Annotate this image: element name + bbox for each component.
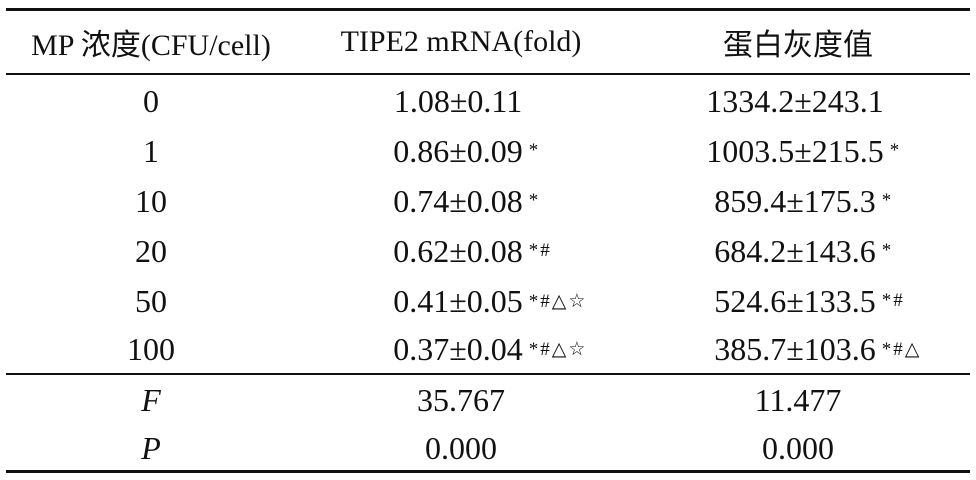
header-mrna: TIPE2 mRNA(fold): [340, 25, 582, 58]
stats-row-p: P 0.000 0.000: [6, 423, 970, 473]
header-protein: 蛋白灰度值: [723, 28, 873, 63]
table-row: 20 0.62±0.08 *# 684.2±143.6 *: [6, 226, 970, 276]
mrna-cell: 0.37±0.04 *#△☆: [393, 330, 588, 367]
protein-cell: 859.4±175.3 *: [714, 182, 894, 219]
mrna-stat-cell: 35.767: [417, 381, 505, 418]
protein-stat-cell: 0.000: [762, 429, 834, 466]
table-header: MP 浓度(CFU/cell) TIPE2 mRNA(fold) 蛋白灰度值: [6, 12, 970, 72]
stat-label: F: [141, 381, 161, 418]
protein-stat-cell: 11.477: [754, 381, 842, 418]
header-dose: MP 浓度(CFU/cell): [31, 29, 271, 62]
header-rule: [6, 73, 970, 75]
table-row: 10 0.74±0.08 * 859.4±175.3 *: [6, 176, 970, 226]
protein-cell: 385.7±103.6 *#△: [714, 330, 922, 367]
dose-cell: 10: [135, 182, 167, 219]
stat-label: P: [141, 429, 161, 466]
table-row: 50 0.41±0.05 *#△☆ 524.6±133.5 *#: [6, 276, 970, 326]
dose-cell: 1: [143, 132, 159, 169]
protein-cell: 1334.2±243.1: [706, 82, 884, 119]
mrna-cell: 1.08±0.11: [393, 82, 523, 119]
mrna-cell: 0.74±0.08 *: [393, 182, 541, 219]
mrna-cell: 0.41±0.05 *#△☆: [393, 282, 588, 319]
dose-cell: 20: [135, 232, 167, 269]
table-row: 100 0.37±0.04 *#△☆ 385.7±103.6 *#△: [6, 324, 970, 374]
table-row: 0 1.08±0.11 1334.2±243.1: [6, 76, 970, 126]
mrna-stat-cell: 0.000: [425, 429, 497, 466]
table-top-rule: [6, 8, 970, 11]
stats-row-f: F 35.767 11.477: [6, 375, 970, 425]
protein-cell: 524.6±133.5 *#: [714, 282, 905, 319]
stats-rule: [6, 373, 970, 375]
mrna-cell: 0.86±0.09 *: [393, 132, 541, 169]
protein-cell: 684.2±143.6 *: [714, 232, 894, 269]
mrna-cell: 0.62±0.08 *#: [393, 232, 552, 269]
dose-cell: 50: [135, 282, 167, 319]
dose-cell: 100: [127, 330, 175, 367]
table-row: 1 0.86±0.09 * 1003.5±215.5 *: [6, 126, 970, 176]
protein-cell: 1003.5±215.5 *: [706, 132, 902, 169]
table-bottom-rule: [6, 470, 970, 473]
dose-cell: 0: [143, 82, 159, 119]
